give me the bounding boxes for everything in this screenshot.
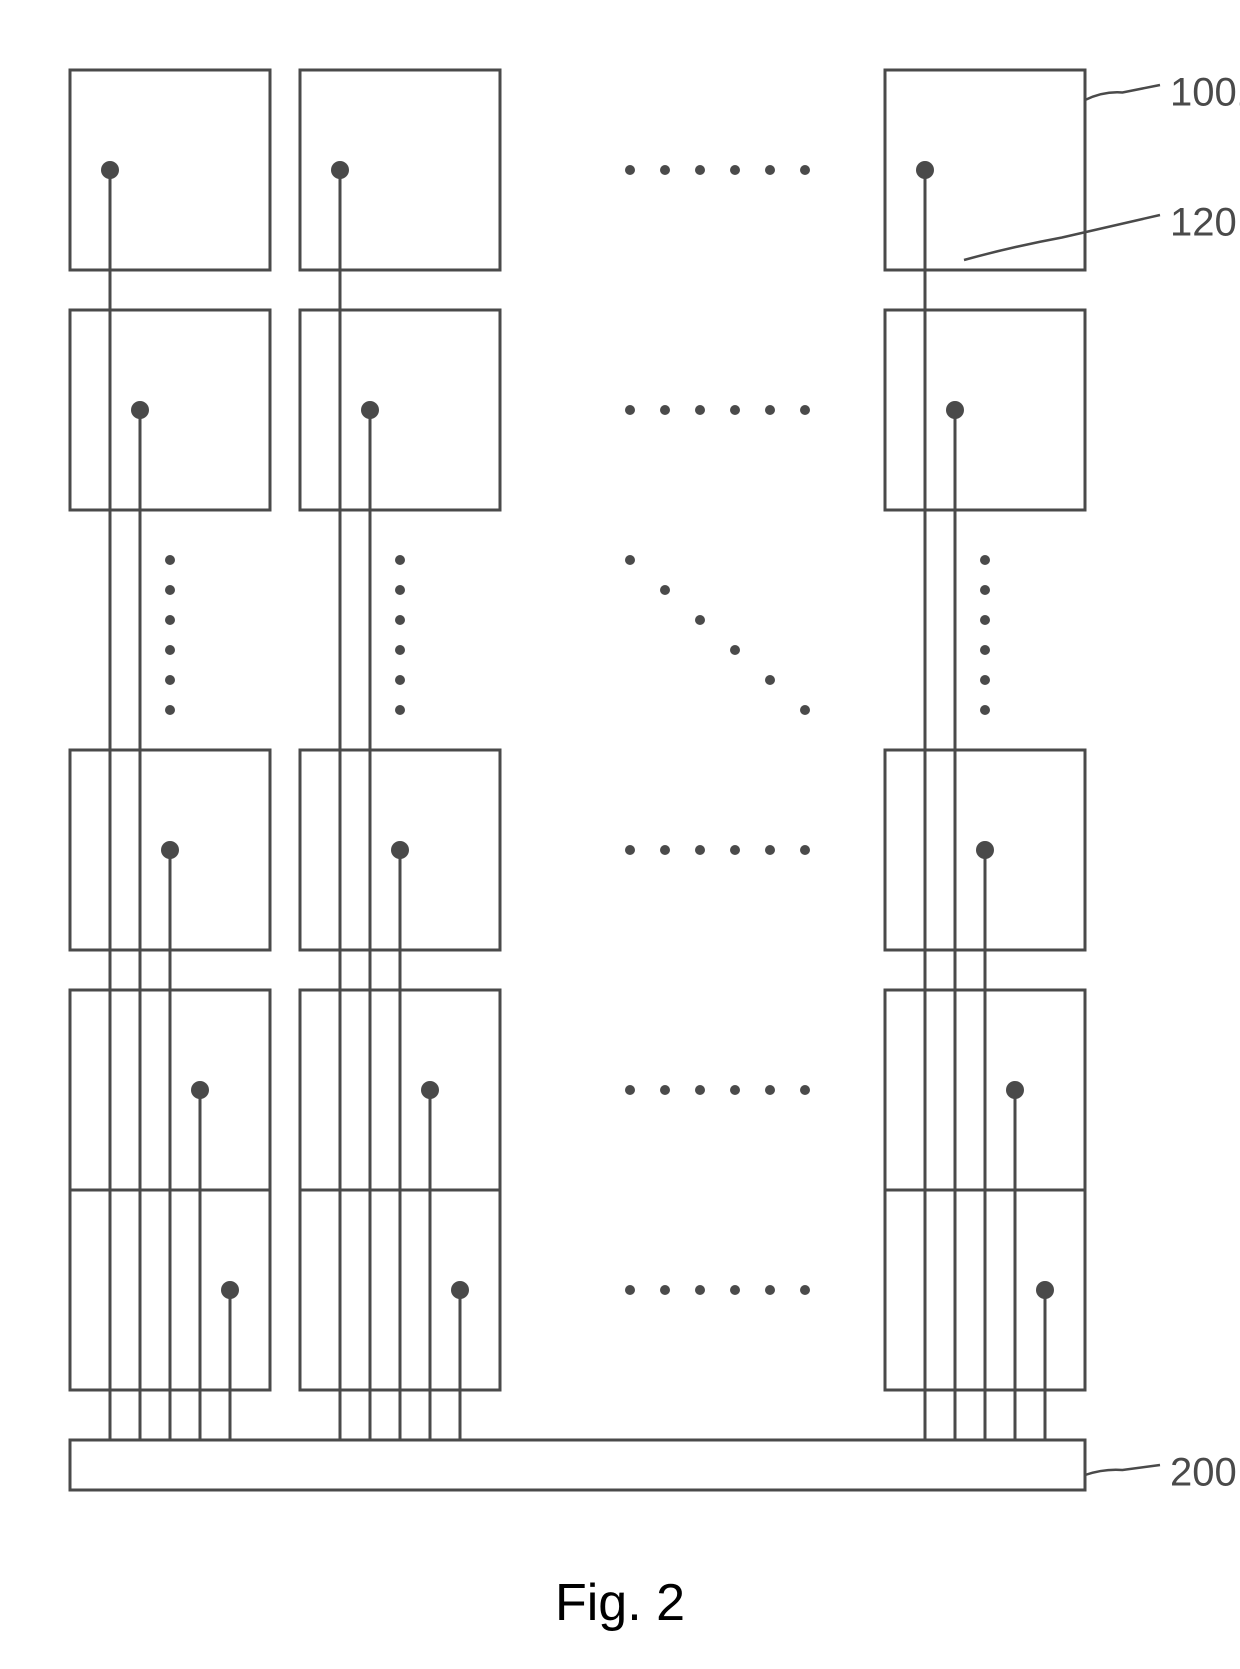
tap-dot [161,841,179,859]
ellipsis-dot [765,405,775,415]
tap-dot [451,1281,469,1299]
ellipsis-dot [800,405,810,415]
ellipsis-dot [980,645,990,655]
ellipsis-dot [395,705,405,715]
ellipsis-dot [695,1285,705,1295]
background [0,0,1240,1669]
ellipsis-dot [660,585,670,595]
tap-dot [976,841,994,859]
reference-label: 120 [1170,201,1237,245]
ellipsis-dot [165,555,175,565]
ellipsis-dot [695,405,705,415]
tap-dot [916,161,934,179]
tap-dot [421,1081,439,1099]
ellipsis-dot [625,1285,635,1295]
ellipsis-dot [695,845,705,855]
ellipsis-dot [165,675,175,685]
ellipsis-dot [800,165,810,175]
ellipsis-dot [660,165,670,175]
tap-dot [101,161,119,179]
tap-dot [221,1281,239,1299]
ellipsis-dot [765,675,775,685]
ellipsis-dot [165,705,175,715]
tap-dot [131,401,149,419]
ellipsis-dot [660,405,670,415]
tap-dot [1006,1081,1024,1099]
ellipsis-dot [395,615,405,625]
ellipsis-dot [660,845,670,855]
ellipsis-dot [980,615,990,625]
tap-dot [191,1081,209,1099]
ellipsis-dot [980,675,990,685]
reference-label: 200 [1170,1451,1237,1495]
tap-dot [361,401,379,419]
ellipsis-dot [800,705,810,715]
ellipsis-dot [765,165,775,175]
ellipsis-dot [695,1085,705,1095]
figure-caption: Fig. 2 [555,1574,685,1632]
ellipsis-dot [730,1285,740,1295]
ellipsis-dot [980,555,990,565]
ellipsis-dot [730,1085,740,1095]
tap-dot [391,841,409,859]
tap-dot [331,161,349,179]
ellipsis-dot [625,845,635,855]
ellipsis-dot [395,675,405,685]
ellipsis-dot [625,165,635,175]
tap-dot [946,401,964,419]
ellipsis-dot [395,555,405,565]
ellipsis-dot [165,585,175,595]
ellipsis-dot [800,1285,810,1295]
ellipsis-dot [730,165,740,175]
tap-dot [1036,1281,1054,1299]
ellipsis-dot [695,615,705,625]
ellipsis-dot [980,705,990,715]
ellipsis-dot [730,405,740,415]
ellipsis-dot [165,615,175,625]
ellipsis-dot [395,645,405,655]
ellipsis-dot [765,1285,775,1295]
reference-label: 1001 [1170,71,1240,115]
ellipsis-dot [660,1285,670,1295]
ellipsis-dot [395,585,405,595]
ellipsis-dot [765,845,775,855]
ellipsis-dot [660,1085,670,1095]
ellipsis-dot [765,1085,775,1095]
ellipsis-dot [730,645,740,655]
ellipsis-dot [800,1085,810,1095]
ellipsis-dot [625,555,635,565]
ellipsis-dot [730,845,740,855]
ellipsis-dot [165,645,175,655]
ellipsis-dot [625,405,635,415]
ellipsis-dot [625,1085,635,1095]
ellipsis-dot [800,845,810,855]
ellipsis-dot [695,165,705,175]
ellipsis-dot [980,585,990,595]
